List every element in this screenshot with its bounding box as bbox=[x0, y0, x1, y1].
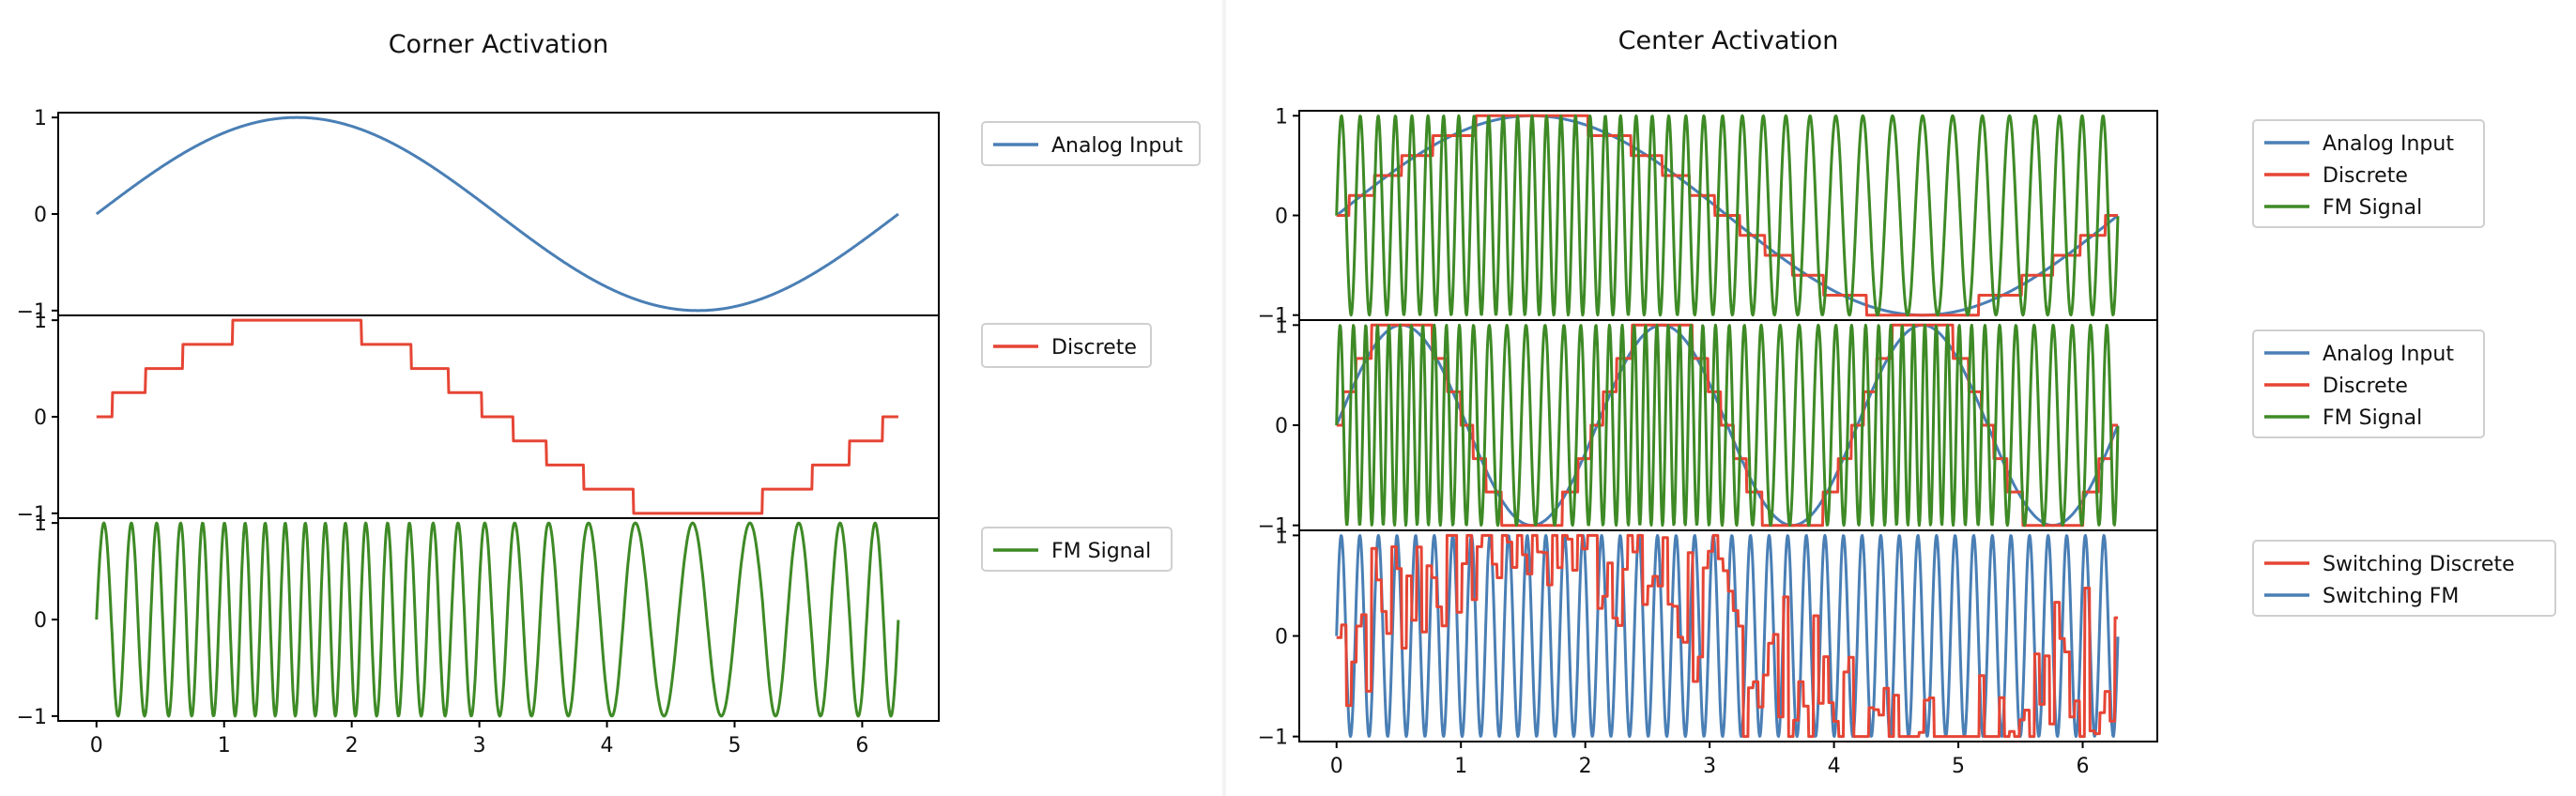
y-tick-label: −1 bbox=[17, 503, 47, 527]
legend-label: Discrete bbox=[1051, 336, 1137, 360]
x-tick-label: 1 bbox=[218, 734, 231, 758]
legend: FM Signal bbox=[981, 527, 1173, 572]
y-tick-label: −1 bbox=[1258, 305, 1288, 329]
y-tick-label: 1 bbox=[34, 310, 47, 333]
x-tick-label: 2 bbox=[1579, 755, 1592, 778]
x-tick-label: 6 bbox=[2077, 755, 2090, 778]
legend-label: FM Signal bbox=[1051, 540, 1151, 563]
figure-separator bbox=[1222, 0, 1226, 796]
series-line-3 bbox=[1335, 323, 2120, 528]
subplot-1: 1 0 −1 Analog Input Discrete FM Signal bbox=[1258, 105, 2485, 329]
legend: Analog Input Discrete FM Signal bbox=[2252, 119, 2485, 228]
x-tick-label: 4 bbox=[601, 734, 614, 758]
legend-label: Analog Input bbox=[2323, 343, 2454, 366]
subplot-3: 1 0 −1 0 1 2 3 4 5 6 FM Signal bbox=[17, 513, 1173, 758]
y-tick-label: −1 bbox=[1258, 515, 1288, 539]
y-tick-label: 0 bbox=[1275, 206, 1288, 229]
legend-label: Discrete bbox=[2323, 375, 2408, 398]
legend: Analog Input Discrete FM Signal bbox=[2252, 329, 2485, 438]
y-tick-label: 1 bbox=[34, 513, 47, 536]
x-tick-label: 2 bbox=[345, 734, 359, 758]
x-tick-label: 0 bbox=[90, 734, 103, 758]
y-tick-label: 1 bbox=[1275, 105, 1288, 129]
figure-center: Center Activation 1 0 −1 Analog Input Discret… bbox=[1258, 26, 2556, 778]
legend: Switching Discrete Switching FM bbox=[2252, 540, 2556, 617]
y-tick-label: 0 bbox=[1275, 415, 1288, 438]
legend: Discrete bbox=[981, 323, 1152, 368]
series-line-1 bbox=[1335, 533, 2120, 739]
series-line-3 bbox=[1335, 114, 2120, 317]
figure-title: Center Activation bbox=[1618, 26, 1839, 55]
series-line-1 bbox=[95, 115, 899, 313]
legend-label: FM Signal bbox=[2323, 196, 2422, 220]
y-tick-label: 1 bbox=[1275, 314, 1288, 338]
legend-label: Discrete bbox=[2323, 164, 2408, 188]
y-tick-label: 0 bbox=[1275, 626, 1288, 650]
x-tick-label: 3 bbox=[1703, 755, 1716, 778]
legend: Analog Input bbox=[981, 121, 1201, 166]
y-tick-label: 1 bbox=[34, 107, 47, 130]
figure-title: Corner Activation bbox=[389, 30, 609, 59]
x-tick-label: 3 bbox=[473, 734, 486, 758]
x-tick-label: 5 bbox=[728, 734, 741, 758]
x-tick-label: 0 bbox=[1330, 755, 1343, 778]
series-line-1 bbox=[95, 521, 900, 718]
y-tick-label: 0 bbox=[34, 204, 47, 227]
series-line-1 bbox=[95, 318, 899, 515]
y-tick-label: −1 bbox=[1258, 727, 1288, 750]
x-tick-label: 5 bbox=[1952, 755, 1965, 778]
x-tick-label: 6 bbox=[855, 734, 868, 758]
legend-label: Analog Input bbox=[2323, 132, 2454, 156]
x-tick-label: 4 bbox=[1828, 755, 1841, 778]
legend-label: FM Signal bbox=[2323, 406, 2422, 430]
legend-label: Switching FM bbox=[2323, 585, 2459, 608]
legend-label: Switching Discrete bbox=[2323, 553, 2515, 576]
y-tick-label: −1 bbox=[17, 706, 47, 729]
y-tick-label: −1 bbox=[17, 300, 47, 324]
series-line-2 bbox=[1335, 533, 2119, 739]
subplot-3: 1 0 −1 0 1 2 3 4 5 6 Switching Discrete Switching F… bbox=[1258, 525, 2556, 778]
subplot-2: 1 0 −1 Analog Input Discrete FM Signal bbox=[1258, 314, 2485, 539]
subplot-2: 1 0 −1 Discrete bbox=[17, 310, 1152, 527]
subplot-1: 1 0 −1 Analog Input bbox=[17, 107, 1201, 324]
x-tick-label: 1 bbox=[1454, 755, 1467, 778]
figure-corner: Corner Activation 1 0 −1 Analog Input 1 0 −1 Dis… bbox=[17, 30, 1201, 758]
y-tick-label: 1 bbox=[1275, 525, 1288, 548]
y-tick-label: 0 bbox=[34, 609, 47, 633]
legend-label: Analog Input bbox=[1051, 134, 1183, 158]
y-tick-label: 0 bbox=[34, 406, 47, 430]
